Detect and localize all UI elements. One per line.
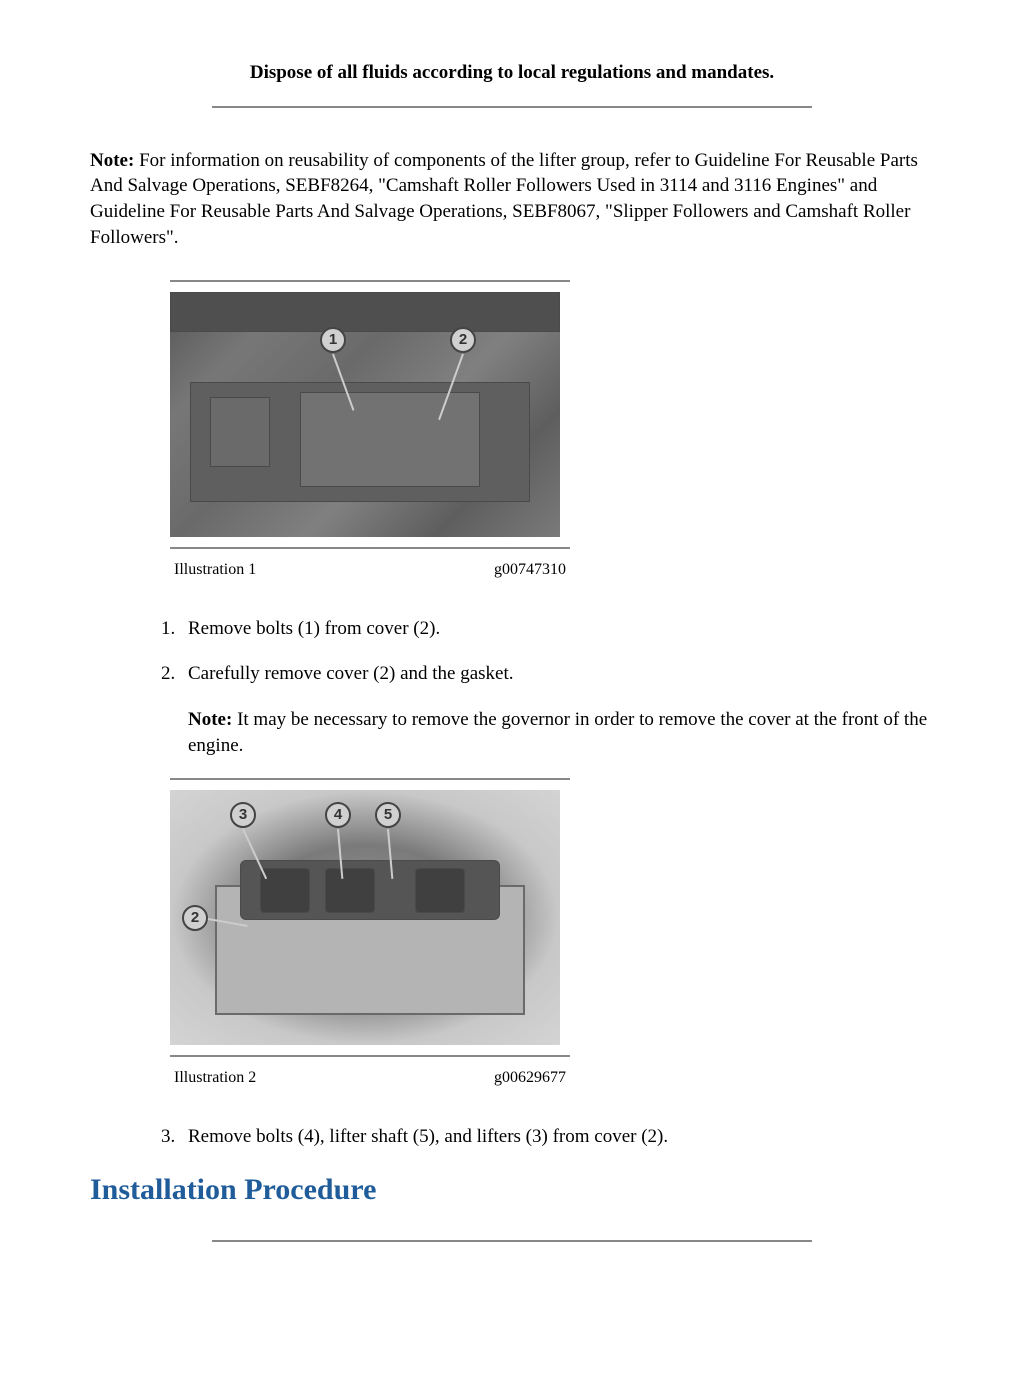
dispose-warning: Dispose of all fluids according to local…	[90, 60, 934, 86]
fig2-caption-left: Illustration 2	[174, 1067, 256, 1089]
fig1-caption-right: g00747310	[494, 559, 566, 581]
removal-steps: Remove bolts (1) from cover (2). Careful…	[150, 616, 934, 759]
fig2-caption-right: g00629677	[494, 1067, 566, 1089]
fig1-rule-top	[170, 280, 570, 282]
fig2-rule-top	[170, 778, 570, 780]
note-body: For information on reusability of compon…	[90, 150, 918, 248]
divider-top	[212, 106, 812, 108]
fig2-callout-5: 5	[375, 802, 401, 828]
step-1: Remove bolts (1) from cover (2).	[180, 616, 934, 642]
divider-bottom	[212, 1240, 812, 1242]
note-prefix: Note:	[90, 150, 139, 171]
fig2-caption: Illustration 2 g00629677	[170, 1057, 570, 1099]
reusability-note: Note: For information on reusability of …	[90, 148, 934, 251]
fig2-image: 3 4 5 2	[170, 790, 560, 1045]
fig2-callout-3: 3	[230, 802, 256, 828]
fig2-callout-4: 4	[325, 802, 351, 828]
step-2-text: Carefully remove cover (2) and the gaske…	[188, 663, 514, 684]
step-2-note-prefix: Note:	[188, 709, 237, 730]
fig1-callout-2: 2	[450, 327, 476, 353]
figure-2: 3 4 5 2 Illustration 2 g00629677	[170, 778, 570, 1099]
fig1-callout-1: 1	[320, 327, 346, 353]
step-2-note: Note: It may be necessary to remove the …	[188, 707, 934, 758]
fig1-caption-left: Illustration 1	[174, 559, 256, 581]
step-3: Remove bolts (4), lifter shaft (5), and …	[180, 1124, 934, 1150]
fig1-image: 1 2	[170, 292, 560, 537]
installation-heading: Installation Procedure	[90, 1170, 934, 1211]
removal-steps-continued: Remove bolts (4), lifter shaft (5), and …	[150, 1124, 934, 1150]
figure-1: 1 2 Illustration 1 g00747310	[170, 280, 570, 591]
step-2: Carefully remove cover (2) and the gaske…	[180, 661, 934, 758]
fig1-caption: Illustration 1 g00747310	[170, 549, 570, 591]
fig2-callout-2: 2	[182, 905, 208, 931]
step-2-note-body: It may be necessary to remove the govern…	[188, 709, 927, 756]
